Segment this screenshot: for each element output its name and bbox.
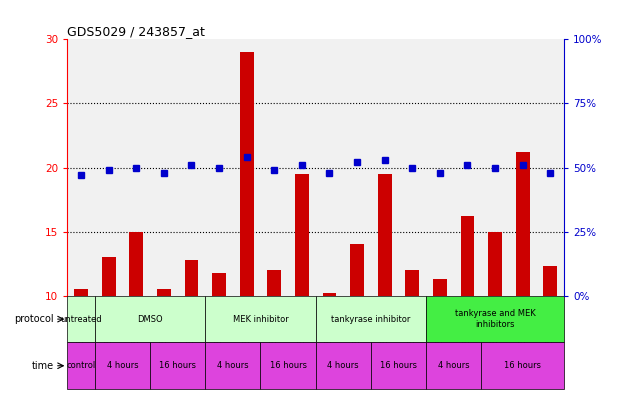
Bar — [426, 39, 454, 296]
Text: 16 hours: 16 hours — [380, 361, 417, 370]
Bar — [157, 289, 171, 296]
Text: tankyrase and MEK
inhibitors: tankyrase and MEK inhibitors — [454, 309, 535, 329]
Bar — [454, 39, 481, 296]
Bar — [516, 152, 529, 296]
Bar — [433, 279, 447, 296]
Bar — [315, 342, 371, 389]
Text: GDS5029 / 243857_at: GDS5029 / 243857_at — [67, 25, 205, 38]
Bar — [260, 39, 288, 296]
Bar — [240, 52, 254, 296]
Bar — [481, 342, 564, 389]
Bar — [315, 296, 426, 342]
Bar — [205, 39, 233, 296]
Bar — [150, 342, 205, 389]
Text: MEK inhibitor: MEK inhibitor — [233, 315, 288, 323]
Text: control: control — [67, 361, 96, 370]
Bar — [488, 231, 502, 296]
Bar — [509, 39, 537, 296]
Text: protocol: protocol — [14, 314, 53, 324]
Bar — [95, 296, 205, 342]
Bar — [260, 342, 315, 389]
Bar — [67, 296, 95, 342]
Bar — [461, 216, 474, 296]
Bar — [95, 342, 150, 389]
Text: tankyrase inhibitor: tankyrase inhibitor — [331, 315, 411, 323]
Bar — [74, 289, 88, 296]
Bar — [315, 39, 344, 296]
Text: 16 hours: 16 hours — [159, 361, 196, 370]
Text: 4 hours: 4 hours — [217, 361, 249, 370]
Bar — [344, 39, 371, 296]
Bar — [481, 39, 509, 296]
Bar — [205, 296, 315, 342]
Text: untreated: untreated — [60, 315, 102, 323]
Bar — [371, 342, 426, 389]
Text: time: time — [31, 361, 53, 371]
Bar — [426, 342, 481, 389]
Bar — [185, 260, 199, 296]
Bar — [426, 296, 564, 342]
Bar — [537, 39, 564, 296]
Bar — [212, 273, 226, 296]
Text: 4 hours: 4 hours — [438, 361, 469, 370]
Text: 4 hours: 4 hours — [328, 361, 359, 370]
Text: 4 hours: 4 hours — [106, 361, 138, 370]
Text: DMSO: DMSO — [137, 315, 163, 323]
Bar — [122, 39, 150, 296]
Bar — [129, 231, 143, 296]
Bar — [205, 342, 260, 389]
Bar — [288, 39, 315, 296]
Bar — [295, 174, 309, 296]
Bar — [350, 244, 364, 296]
Bar — [322, 293, 337, 296]
Bar — [178, 39, 205, 296]
Bar — [378, 174, 392, 296]
Bar — [67, 39, 95, 296]
Bar — [102, 257, 115, 296]
Bar — [371, 39, 399, 296]
Bar — [405, 270, 419, 296]
Text: 16 hours: 16 hours — [270, 361, 306, 370]
Bar — [233, 39, 260, 296]
Bar — [267, 270, 281, 296]
Bar — [67, 342, 95, 389]
Bar — [150, 39, 178, 296]
Text: 16 hours: 16 hours — [504, 361, 541, 370]
Bar — [544, 266, 557, 296]
Bar — [95, 39, 122, 296]
Bar — [399, 39, 426, 296]
